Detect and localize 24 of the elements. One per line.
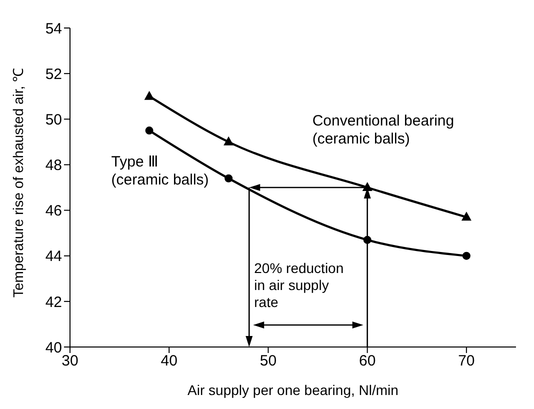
y-tick-label: 52: [45, 66, 62, 83]
y-tick-label: 54: [45, 20, 62, 38]
y-axis-title: Temperature rise of exhausted air, ℃: [10, 68, 26, 298]
point: [144, 90, 154, 100]
x-tick-label: 40: [160, 352, 178, 370]
y-tick-label: 48: [45, 157, 62, 174]
x-axis-title: Air supply per one bearing, Nl/min: [188, 382, 398, 398]
point: [462, 252, 470, 260]
annotation: 20% reduction in air supply rate: [254, 260, 345, 310]
point: [224, 174, 233, 182]
series-label: Conventional bearing (ceramic balls): [312, 112, 454, 148]
point: [224, 136, 234, 146]
y-tick-label: 50: [45, 111, 62, 128]
y-tick-label: 44: [45, 248, 62, 266]
point: [461, 212, 472, 221]
x-tick-label: 50: [260, 352, 277, 370]
y-tick-label: 40: [45, 339, 62, 356]
x-tick-label: 30: [62, 352, 78, 370]
y-tick-label: 46: [45, 202, 62, 220]
x-tick-label: 60: [358, 352, 376, 370]
y-tick-label: 42: [45, 294, 62, 311]
point: [145, 126, 154, 135]
series-label: Type Ⅲ (ceramic balls): [111, 153, 209, 188]
x-tick-label: 70: [458, 352, 475, 370]
